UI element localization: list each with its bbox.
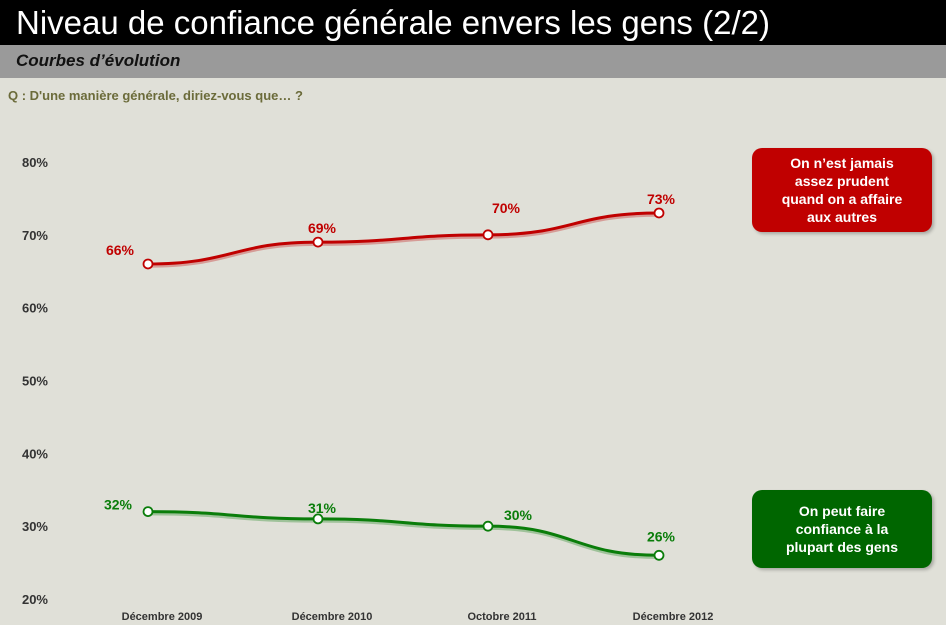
legend-box-prudent: On n’est jamais assez prudent quand on a… [752,148,932,232]
page-title: Niveau de confiance générale envers les … [16,4,770,41]
data-point [312,513,324,525]
data-point [142,258,154,270]
subtitle-bar: Courbes d’évolution [0,45,946,78]
legend-box-confiance: On peut faire confiance à la plupart des… [752,490,932,568]
legend-label-confiance: On peut faire confiance à la plupart des… [785,503,899,555]
y-axis: 80% 70% 60% 50% 40% 30% 20% [22,155,48,607]
data-label: 31% [308,500,337,516]
y-tick-label: 30% [22,519,48,534]
y-tick-label: 60% [22,301,48,316]
y-tick-label: 20% [22,592,48,607]
data-label: 69% [308,220,337,236]
data-point [653,549,665,561]
chart-series: 66% 69% 70% 73% 32% 31% 30% 26% [104,191,676,561]
data-label: 70% [492,200,521,216]
data-label: 30% [504,507,533,523]
data-point [653,207,665,219]
data-label: 26% [647,528,676,544]
x-tick-label: Décembre 2012 [633,611,714,623]
data-label: 32% [104,497,133,513]
question-text: Q : D'une manière générale, diriez-vous … [8,88,303,103]
title-bar: Niveau de confiance générale envers les … [0,0,946,45]
page-subtitle: Courbes d’évolution [16,51,181,70]
data-point [312,236,324,248]
data-point [142,506,154,518]
x-tick-label: Octobre 2011 [467,611,536,623]
y-tick-label: 80% [22,155,48,170]
series-line [147,211,660,266]
series-shadow [147,213,660,268]
x-tick-label: Décembre 2009 [122,611,203,623]
legend-label-prudent: On n’est jamais assez prudent quand on a… [781,155,903,225]
y-tick-label: 40% [22,446,48,461]
y-tick-label: 50% [22,374,48,389]
x-axis: Décembre 2009 Décembre 2010 Octobre 2011 Dé… [122,611,714,623]
data-label: 73% [647,191,676,207]
data-label: 66% [106,242,135,258]
data-point [482,520,494,532]
series-shadow [147,511,660,560]
y-tick-label: 70% [22,228,48,243]
x-tick-label: Décembre 2010 [292,611,373,623]
series-line [147,510,660,557]
data-point [482,229,494,241]
